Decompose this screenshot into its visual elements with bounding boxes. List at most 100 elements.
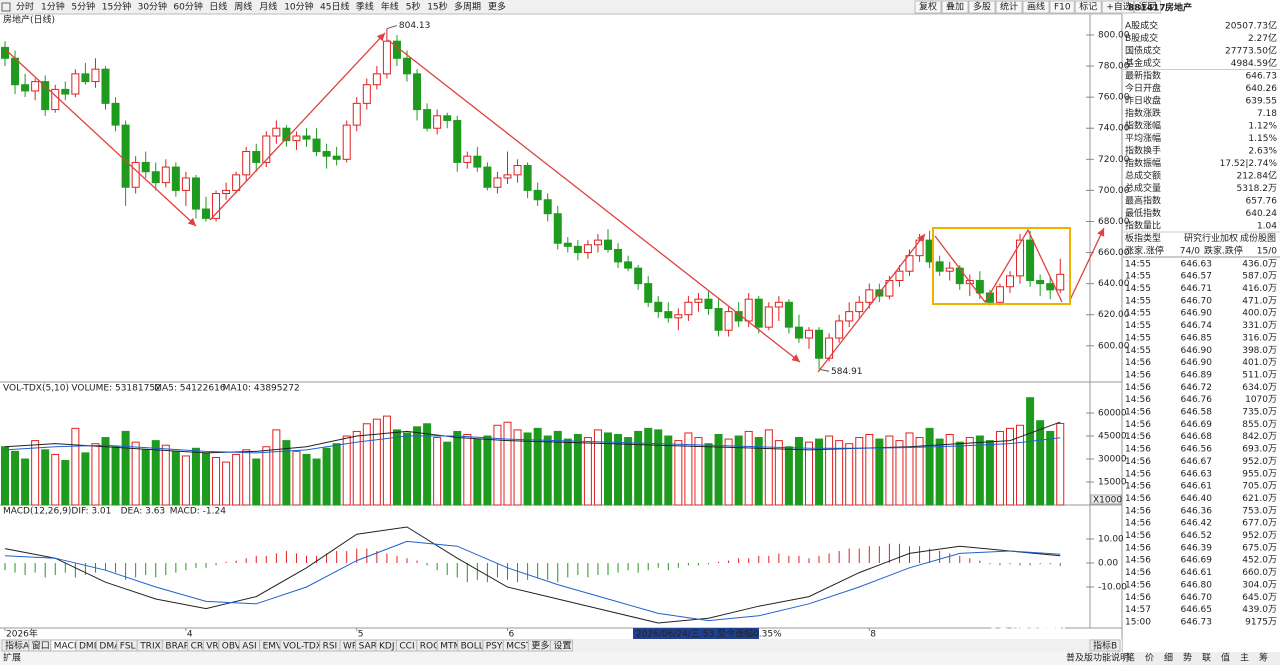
tool-label[interactable]: 返回 [1139,1,1157,13]
trade-volume: 511.0万 [1242,370,1277,380]
tab-label[interactable]: OBV [222,642,242,652]
trade-price: 646.68 [1181,432,1213,442]
period-tab[interactable]: 5秒 [406,1,421,13]
period-tab[interactable]: 60分钟 [173,1,202,13]
tool-label[interactable]: +自选 [1106,1,1132,13]
board-item[interactable]: 加权 [1220,232,1238,244]
y-tick-label: 680.00 [1098,217,1130,227]
tool-label[interactable]: F10 [1054,3,1071,13]
tab-label[interactable]: BRAR [165,642,189,652]
trend-arrow [209,32,386,221]
tab-label[interactable]: DMI [79,642,96,652]
tab-label[interactable]: TRIX [139,642,161,652]
board-item[interactable]: 成份股图 [1240,232,1276,244]
trade-price: 646.40 [1181,494,1213,504]
period-tab[interactable]: 日线 [209,1,227,13]
period-tab[interactable]: 年线 [381,1,399,13]
tab-label[interactable]: 窗口 [32,640,50,652]
tab-label[interactable]: FSL [120,642,136,652]
period-tab[interactable]: 30分钟 [138,1,167,13]
tool-label[interactable]: 画线 [1027,1,1045,13]
tab-label[interactable]: WR [343,642,358,652]
period-tab[interactable]: 15秒 [427,1,447,13]
tab-label[interactable]: 指标A [5,640,30,652]
volume-bar [1026,397,1035,506]
tool-label[interactable]: 多股 [973,1,991,13]
side-button[interactable]: 值 [1221,652,1230,664]
tool-button[interactable] [1049,0,1075,14]
period-tab[interactable]: 5分钟 [71,1,95,13]
volume-bar [634,430,643,506]
side-button[interactable]: 细 [1164,652,1173,664]
candle-body [794,326,803,339]
trade-time: 14:56 [1125,494,1151,504]
tool-button[interactable] [914,0,942,14]
side-button[interactable]: 联 [1202,653,1211,664]
trade-volume: 677.0万 [1242,519,1277,529]
tool-label[interactable]: 标记 [1079,1,1097,13]
candle-body [1026,239,1035,282]
volume-bar [453,430,462,506]
period-tab[interactable]: 分时 [16,1,34,13]
tab-label[interactable]: BOLL [461,642,484,652]
tab-label[interactable]: KDJ [379,642,395,652]
tab-label[interactable]: DMA [99,642,121,652]
tool-button[interactable] [1101,0,1135,14]
tab-label[interactable]: SAR [359,642,377,652]
volume-bar [503,421,512,506]
period-tab[interactable]: 月线 [259,1,277,13]
tab[interactable] [1089,639,1121,652]
tab-label[interactable]: MACD [54,642,81,652]
chart-title: 房地产(日线) [3,14,55,26]
period-tab[interactable]: 45日线 [320,1,349,13]
tool-button[interactable] [1074,0,1102,14]
period-tab[interactable]: 10分钟 [284,1,313,13]
tab[interactable] [549,639,573,652]
tab-label[interactable]: VR [206,642,218,652]
tab-label[interactable]: 更多 [531,640,549,652]
side-button[interactable]: 价 [1145,653,1154,664]
tab-label[interactable]: ASI [242,642,257,652]
candle-body [935,261,944,272]
trade-price: 646.90 [1181,346,1213,356]
board-item[interactable]: 研究行业 [1184,232,1220,244]
tool-button[interactable] [968,0,996,14]
y-tick-label: 720.00 [1098,155,1130,165]
tool-label[interactable]: 统计 [1000,1,1018,13]
tab-label[interactable]: CR [191,642,204,652]
tab-label[interactable]: ROC [420,642,440,652]
tab-label[interactable]: 设置 [553,641,571,652]
tool-button[interactable] [1022,0,1050,14]
tool-label[interactable]: 叠加 [946,2,964,13]
tab-label[interactable]: 指标B [1093,640,1117,652]
side-button[interactable]: 笔 [1126,652,1135,664]
trade-price: 646.61 [1181,482,1213,492]
period-tab[interactable]: 1分钟 [41,1,65,13]
period-tab[interactable]: 15分钟 [102,1,131,13]
candle-body [272,127,281,137]
trade-price: 646.56 [1181,445,1213,455]
tab-label[interactable]: PSY [486,642,503,652]
side-button[interactable]: 势 [1183,652,1192,664]
trade-price: 646.69 [1181,420,1213,430]
period-tab[interactable]: 周线 [234,1,252,13]
side-button[interactable]: 主 [1240,652,1249,664]
tab-label[interactable]: CCI [399,642,414,652]
tab-label[interactable]: RSI [323,642,338,652]
tool-label[interactable]: 复权 [919,1,937,13]
side-button[interactable]: 筹 [1259,652,1268,664]
candle-body [362,84,371,104]
tab-label[interactable]: EMV [263,642,283,652]
extra-label[interactable]: 扩展 [3,652,21,664]
tool-button[interactable] [1134,0,1162,14]
tool-button[interactable] [995,0,1023,14]
period-tab[interactable]: 多周期 [454,1,481,13]
tab-label[interactable]: MTM [440,642,461,652]
period-tab[interactable]: 季线 [356,1,374,13]
period-tab[interactable]: 更多 [488,1,506,13]
help-link[interactable]: 普及版功能说明 [1066,652,1129,664]
tool-button[interactable] [941,0,969,14]
tab-label[interactable]: VOL-TDX [283,642,322,652]
tab-label[interactable]: MCST [506,642,532,652]
trade-price: 646.42 [1181,519,1213,529]
